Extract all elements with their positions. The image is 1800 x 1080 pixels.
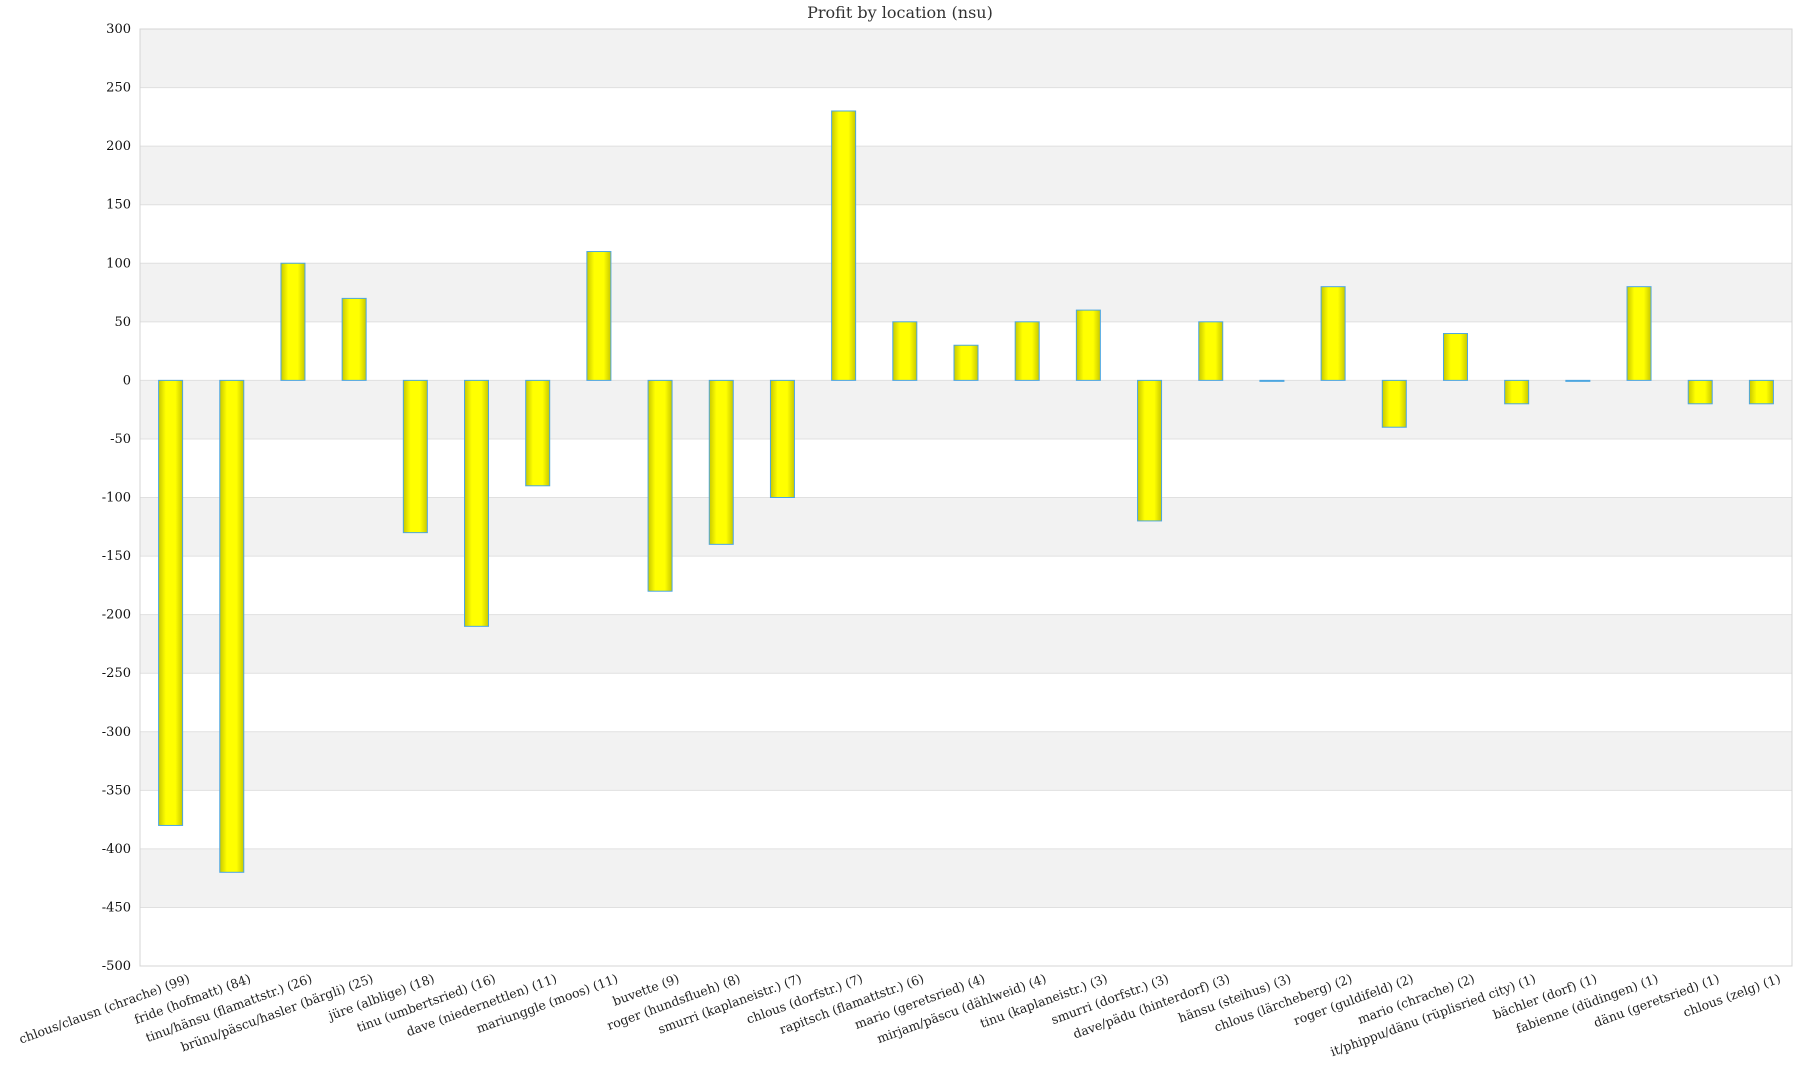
y-tick-label: -200	[102, 608, 131, 623]
bar	[464, 379, 490, 627]
plot-frame	[139, 28, 1793, 967]
y-tick-label: 150	[106, 198, 131, 213]
y-tick-label: -450	[102, 900, 131, 915]
bar	[892, 321, 918, 381]
plot-band	[140, 848, 1792, 908]
y-tick-label: 200	[106, 139, 131, 154]
plot-band	[140, 731, 1792, 791]
bar	[586, 251, 612, 381]
y-tick-label: 250	[106, 81, 131, 96]
bar	[1075, 309, 1101, 381]
bar	[1626, 286, 1652, 381]
y-tick-label: -150	[102, 549, 131, 564]
bar	[647, 379, 673, 592]
y-tick-label: 300	[106, 22, 131, 37]
bar	[525, 379, 551, 487]
y-tick-label: 100	[106, 256, 131, 271]
bar	[708, 379, 734, 545]
plot-band	[140, 146, 1792, 205]
bar	[402, 379, 428, 534]
bar	[1137, 379, 1163, 522]
bar	[1014, 321, 1040, 381]
bar	[219, 379, 245, 873]
y-tick-label: -400	[102, 842, 131, 857]
y-tick-label: -500	[102, 959, 131, 974]
y-tick-label: 50	[114, 315, 131, 330]
plot-band	[140, 614, 1792, 674]
y-tick-label: -300	[102, 725, 131, 740]
bar	[1565, 379, 1591, 382]
y-tick-label: -250	[102, 666, 131, 681]
plot-band	[140, 380, 1792, 439]
bar	[158, 379, 184, 826]
chart-title: Profit by location (nsu)	[807, 3, 993, 22]
bar	[1504, 379, 1530, 405]
bar	[341, 297, 367, 381]
y-tick-label: -350	[102, 783, 131, 798]
y-tick-label: -100	[102, 491, 131, 506]
bar	[831, 110, 857, 381]
bar-series	[158, 110, 1774, 873]
bar	[1320, 286, 1346, 381]
plot-band	[140, 497, 1792, 557]
bar	[769, 379, 795, 498]
y-tick-label: -50	[110, 432, 131, 447]
bar	[1198, 321, 1224, 381]
bar	[1748, 379, 1774, 405]
bar	[953, 344, 979, 381]
bar	[1259, 379, 1285, 382]
plot-band	[140, 263, 1792, 322]
bar	[1687, 379, 1713, 405]
bar	[1442, 333, 1468, 381]
y-tick-label: 0	[123, 373, 131, 388]
plot-background-bands	[140, 29, 1792, 908]
plot-band	[140, 29, 1792, 88]
bar	[280, 262, 306, 381]
bar	[1381, 379, 1407, 428]
y-axis-tick-labels: 300 250 200 150 100 50 0 -50 -100 -150 -200 -250 -30…	[102, 22, 131, 974]
x-axis-tick-labels: chlous/clausn (chrache) (99)fride (hofma…	[17, 971, 1783, 1059]
